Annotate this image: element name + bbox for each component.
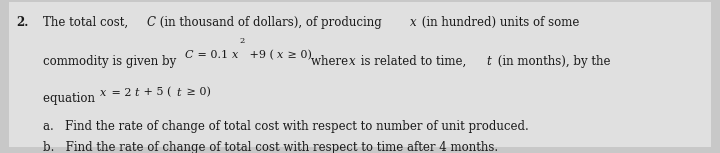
Text: 2: 2 [239, 37, 244, 45]
Text: t: t [487, 55, 492, 68]
Text: C: C [147, 16, 156, 29]
Text: t: t [176, 88, 181, 98]
Text: (in months), by the: (in months), by the [494, 55, 611, 68]
Text: x: x [100, 88, 107, 98]
Text: 2.: 2. [16, 16, 28, 29]
Text: t: t [134, 88, 138, 98]
Text: C: C [185, 50, 194, 60]
Text: = 2: = 2 [108, 88, 132, 98]
Text: (in hundred) units of some: (in hundred) units of some [418, 16, 580, 29]
Text: ≥ 0): ≥ 0) [183, 87, 211, 98]
Text: (in thousand of dollars), of producing: (in thousand of dollars), of producing [156, 16, 386, 29]
Text: = 0.1: = 0.1 [194, 50, 228, 60]
Text: a.   Find the rate of change of total cost with respect to number of unit produc: a. Find the rate of change of total cost… [43, 120, 529, 133]
Text: equation: equation [43, 92, 99, 105]
Text: + 5 (: + 5 ( [140, 87, 172, 98]
Text: b.   Find the rate of change of total cost with respect to time after 4 months.: b. Find the rate of change of total cost… [43, 141, 498, 153]
Text: where: where [311, 55, 352, 68]
Text: x: x [232, 50, 238, 60]
Text: +9 (: +9 ( [246, 50, 274, 60]
Text: commodity is given by: commodity is given by [43, 55, 180, 68]
Text: x: x [410, 16, 416, 29]
FancyBboxPatch shape [9, 2, 711, 147]
Text: ≥ 0): ≥ 0) [284, 50, 312, 60]
Text: x: x [276, 50, 283, 60]
Text: The total cost,: The total cost, [43, 16, 132, 29]
Text: x: x [348, 55, 355, 68]
Text: is related to time,: is related to time, [357, 55, 470, 68]
